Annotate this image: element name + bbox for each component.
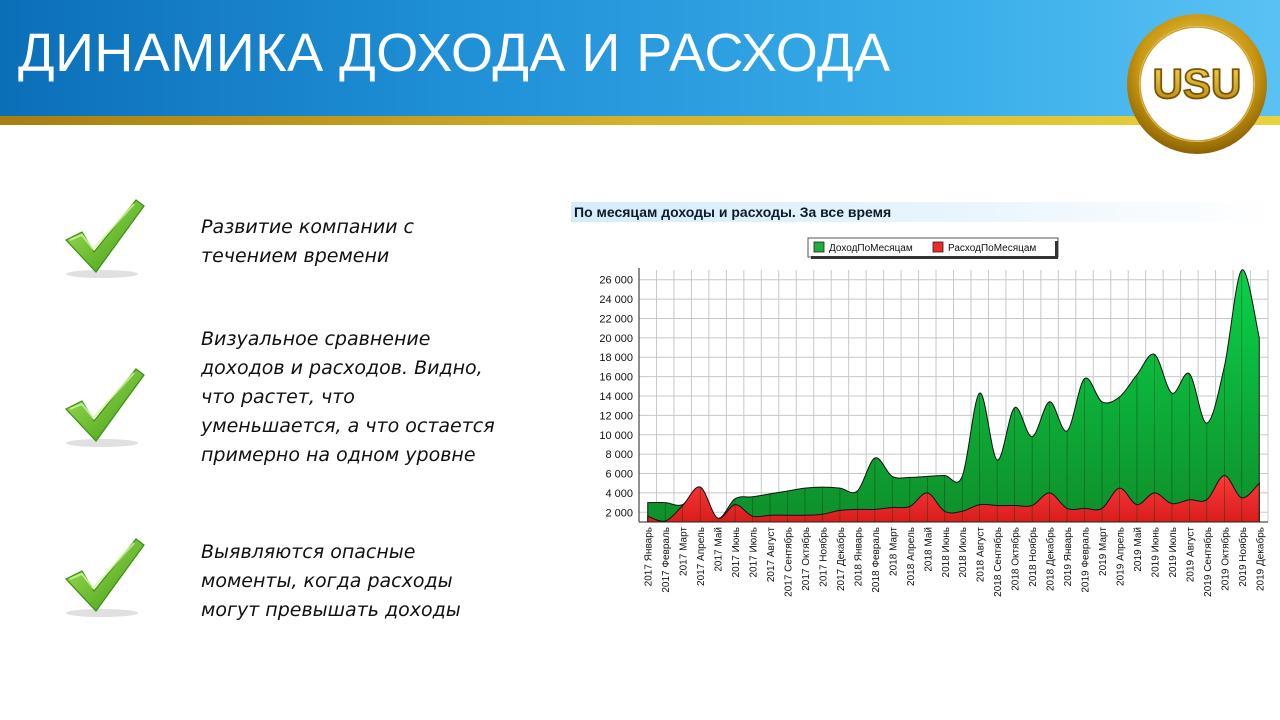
x-tick-label: 2018 Сентябрь — [992, 527, 1004, 597]
legend-shadow — [811, 256, 1058, 259]
legend-swatch — [932, 241, 944, 253]
x-tick-label: 2019 Май — [1133, 527, 1144, 572]
chart-heading: По месяцам доходы и расходы. За все врем… — [571, 202, 1276, 222]
x-tick-label: 2018 Май — [923, 527, 934, 572]
y-tick-label: 26 000 — [599, 275, 633, 287]
x-tick-label: 2019 Март — [1098, 527, 1109, 576]
legend-label: РасходПоМесяцам — [948, 243, 1036, 254]
x-tick-label: 2017 Январь — [644, 527, 655, 586]
x-tick-label: 2018 Март — [888, 527, 899, 576]
bullet-text: Развитие компании с течением времени — [201, 216, 414, 267]
x-tick-label: 2019 Ноябрь — [1237, 527, 1249, 587]
x-tick-label: 2017 Март — [679, 527, 690, 576]
y-tick-label: 2 000 — [605, 507, 633, 519]
income-area — [647, 269, 1260, 523]
x-tick-label: 2019 Январь — [1063, 527, 1074, 586]
legend-shadow — [1055, 241, 1058, 259]
y-tick-label: 4 000 — [605, 488, 633, 500]
x-tick-label: 2017 Август — [766, 527, 777, 583]
x-tick-label: 2018 Июль — [958, 527, 969, 578]
y-tick-label: 16 000 — [599, 372, 633, 384]
x-tick-label: 2018 Август — [976, 527, 987, 583]
x-tick-label: 2017 Июнь — [731, 527, 742, 577]
bullet-text: Выявляются опасные моменты, когда расход… — [201, 541, 461, 621]
checkmark-icon — [60, 196, 152, 282]
x-tick-label: 2018 Январь — [853, 527, 864, 586]
x-tick-label: 2018 Октябрь — [1010, 527, 1022, 591]
x-tick-label: 2018 Июнь — [941, 527, 952, 577]
bullet-text: Визуальное сравнение доходов и расходов.… — [201, 328, 495, 466]
x-tick-label: 2017 Ноябрь — [817, 527, 829, 587]
y-tick-label: 22 000 — [599, 313, 633, 325]
gold-accent-band — [0, 116, 1280, 125]
chart-title: По месяцам доходы и расходы. За все врем… — [574, 204, 892, 220]
logo-text: USU — [1153, 60, 1242, 107]
y-tick-label: 20 000 — [599, 333, 633, 345]
page-title: ДИНАМИКА ДОХОДА И РАСХОДА — [18, 23, 891, 83]
y-tick-label: 24 000 — [599, 294, 633, 306]
usu-logo: USU — [1127, 14, 1267, 154]
header-bar: ДИНАМИКА ДОХОДА И РАСХОДА — [0, 0, 1280, 116]
chart-legend: ДоходПоМесяцам РасходПоМесяцам — [807, 237, 1059, 259]
x-tick-label: 2018 Февраль — [871, 527, 882, 593]
y-tick-label: 18 000 — [599, 352, 633, 364]
x-tick-label: 2017 Декабрь — [835, 527, 847, 591]
x-tick-label: 2019 Август — [1185, 527, 1196, 583]
y-tick-label: 6 000 — [605, 469, 633, 481]
x-tick-label: 2017 Июль — [749, 527, 760, 578]
checkmark-icon — [60, 535, 152, 621]
x-tick-label: 2018 Декабрь — [1045, 527, 1057, 591]
y-tick-label: 14 000 — [599, 391, 633, 403]
expense-area — [647, 474, 1260, 523]
y-tick-label: 10 000 — [599, 430, 633, 442]
x-tick-label: 2017 Февраль — [661, 527, 672, 593]
x-tick-label: 2019 Апрель — [1115, 527, 1126, 586]
x-tick-label: 2017 Май — [714, 527, 725, 572]
checkmark-icon — [60, 365, 152, 451]
x-tick-label: 2017 Апрель — [696, 527, 707, 586]
x-tick-label: 2018 Ноябрь — [1027, 527, 1039, 587]
area-chart: 2 000 4 000 6 000 8 000 10 000 12 000 14 000 16… — [599, 237, 1269, 597]
x-tick-label: 2019 Декабрь — [1254, 527, 1266, 591]
x-tick-label: 2019 Июль — [1168, 527, 1179, 578]
expense-area-points — [647, 475, 1260, 522]
legend-label: ДоходПоМесяцам — [829, 243, 913, 254]
y-tick-label: 12 000 — [599, 410, 633, 422]
x-tick-label: 2017 Октябрь — [800, 527, 812, 591]
x-tick-label: 2019 Февраль — [1081, 527, 1092, 593]
y-tick-label: 8 000 — [605, 449, 633, 461]
x-tick-label: 2019 Июнь — [1150, 527, 1161, 577]
x-tick-label: 2019 Сентябрь — [1202, 527, 1214, 597]
x-tick-label: 2017 Сентябрь — [783, 527, 795, 597]
x-tick-label: 2019 Октябрь — [1219, 527, 1231, 591]
legend-swatch — [813, 241, 825, 253]
x-tick-label: 2018 Апрель — [906, 527, 917, 586]
